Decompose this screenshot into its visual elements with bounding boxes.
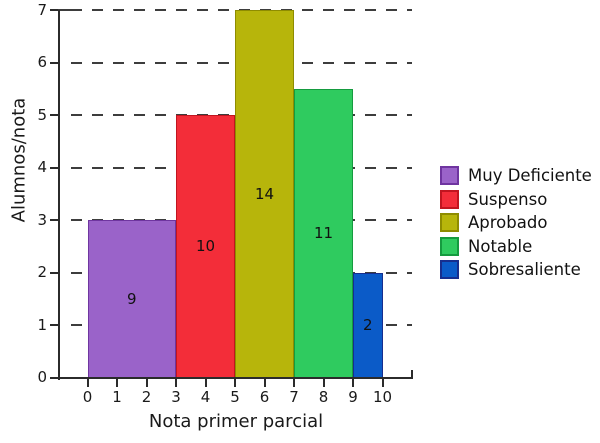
x-tick-8 [322,378,325,387]
bar-sobresaliente [353,272,383,379]
y-tick-0 [49,376,58,379]
y-tick-label: 3 [37,210,47,229]
y-tick-label: 7 [37,0,47,19]
y-tick-label: 0 [37,368,47,386]
legend: Muy Deficiente Suspenso Aprobado Notable Sob… [440,166,592,285]
legend-item-sobresaliente: Sobresaliente [440,260,592,279]
y-tick-1 [49,324,58,326]
x-axis-spine [57,377,413,379]
legend-label: Sobresaliente [468,260,581,279]
bar-notable [294,88,353,379]
y-axis-title: Alumnos/nota [8,97,30,223]
y-axis-spine [57,10,60,380]
legend-swatch-icon [440,189,459,209]
x-tick-label: 9 [348,388,358,406]
x-tick-6 [263,378,266,387]
x-tick-2 [145,378,148,387]
y-tick-label: 4 [37,158,47,176]
legend-item-suspenso: Suspenso [440,189,592,209]
x-tick-label: 0 [82,388,93,406]
x-tick-1 [116,378,118,387]
x-tick-label: 7 [289,388,299,406]
bar-value-label: 11 [313,224,334,243]
x-tick-label: 8 [318,388,329,406]
gridline-y7-lead [58,9,72,11]
x-tick-3 [175,378,177,387]
x-tick-label: 4 [200,388,211,406]
y-tick-label: 1 [37,315,47,334]
x-tick-label: 10 [372,388,393,406]
x-axis-title: Nota primer parcial [148,411,324,432]
y-tick-label: 2 [37,263,47,281]
legend-item-aprobado: Aprobado [440,213,592,232]
bar-value-label: 2 [362,316,373,334]
legend-label: Suspenso [468,189,548,209]
x-tick-label: 3 [171,388,181,406]
y-tick-4 [49,166,58,169]
legend-swatch-icon [440,213,459,232]
legend-swatch-icon [440,166,459,185]
x-tick-label: 1 [112,388,122,406]
x-tick-9 [352,378,354,387]
x-tick-5 [234,378,236,387]
x-tick-label: 6 [259,388,270,406]
x-tick-0 [86,378,89,387]
y-tick-3 [49,219,58,221]
x-tick-4 [204,378,207,387]
x-tick-7 [293,378,295,387]
bar-value-label: 14 [254,184,275,203]
legend-item-muy-deficiente: Muy Deficiente [440,166,592,185]
y-tick-7 [49,9,58,11]
x-tick-label: 2 [141,388,152,406]
legend-label: Notable [468,236,533,256]
legend-swatch-icon [440,236,459,256]
x-axis-end-cap [411,370,413,377]
bar-value-label: 9 [126,289,137,308]
bar-value-label: 10 [195,237,216,256]
bar-muy-deficiente [87,220,176,379]
legend-label: Aprobado [468,213,548,232]
legend-swatch-icon [440,260,459,279]
y-tick-2 [49,271,58,274]
x-tick-10 [381,378,384,387]
y-tick-label: 5 [37,105,47,124]
legend-item-notable: Notable [440,236,592,256]
legend-label: Muy Deficiente [468,166,592,185]
bar-aprobado [235,10,294,379]
y-tick-label: 6 [37,53,47,71]
y-tick-6 [49,61,58,64]
x-tick-label: 5 [230,388,240,406]
y-tick-5 [49,114,58,116]
